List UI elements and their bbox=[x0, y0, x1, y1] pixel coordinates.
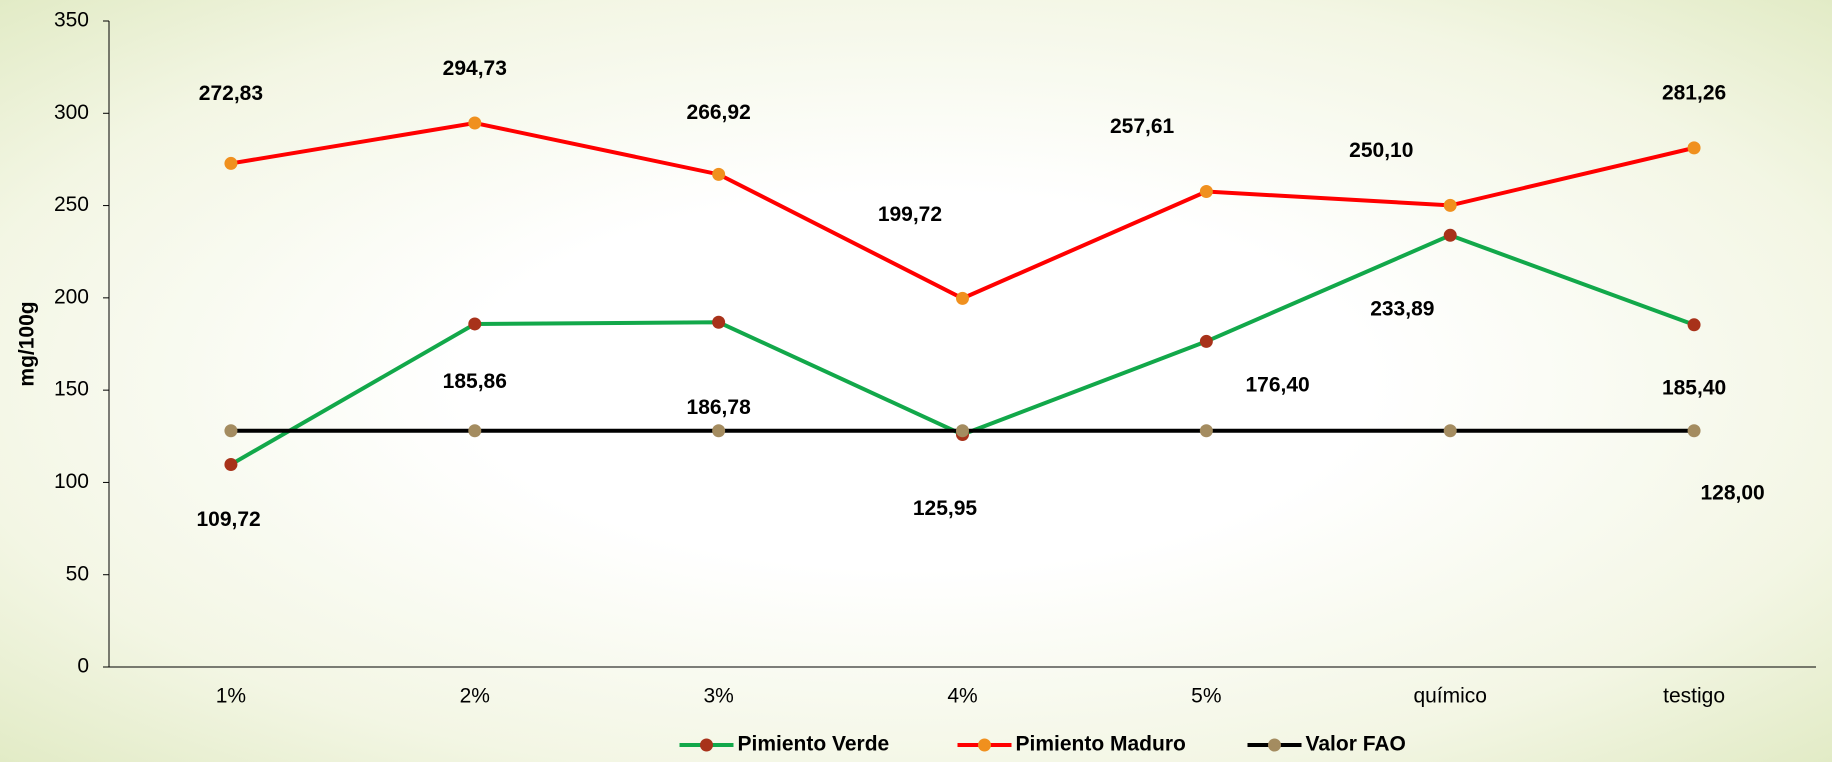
point bbox=[224, 457, 238, 471]
point bbox=[1443, 424, 1457, 438]
point bbox=[224, 156, 238, 170]
x-tick-label: 3% bbox=[703, 685, 733, 708]
point bbox=[468, 317, 482, 331]
point bbox=[1443, 228, 1457, 242]
point bbox=[224, 424, 238, 438]
legend-marker bbox=[700, 738, 713, 752]
y-tick-label: 150 bbox=[54, 378, 89, 401]
series-line bbox=[230, 120, 1695, 301]
point bbox=[1199, 185, 1213, 199]
x-tick-label: 5% bbox=[1191, 685, 1221, 708]
x-tick-label: 1% bbox=[216, 685, 246, 708]
data-label: 250,10 bbox=[1349, 139, 1413, 162]
data-label: 186,78 bbox=[687, 396, 752, 419]
y-axis-title: mg/100g bbox=[16, 301, 39, 386]
legend-label: Valor FAO bbox=[1306, 733, 1406, 756]
point bbox=[1199, 334, 1213, 348]
point bbox=[1687, 318, 1701, 332]
data-label: 199,72 bbox=[878, 203, 942, 226]
y-tick-label: 200 bbox=[54, 285, 89, 308]
data-label: 109,72 bbox=[196, 508, 260, 531]
data-label: 233,89 bbox=[1370, 298, 1434, 321]
point bbox=[468, 116, 482, 130]
point bbox=[1443, 198, 1457, 212]
y-tick-label: 350 bbox=[54, 9, 89, 32]
point bbox=[956, 291, 969, 305]
data-label: 176,40 bbox=[1245, 373, 1309, 396]
data-label: 294,73 bbox=[443, 57, 507, 80]
y-tick-label: 300 bbox=[54, 101, 89, 124]
x-tick-label: 2% bbox=[460, 685, 490, 708]
data-label: 125,95 bbox=[913, 497, 978, 520]
point bbox=[1687, 141, 1701, 155]
data-label: 272,83 bbox=[199, 82, 263, 105]
data-label: 257,61 bbox=[1110, 115, 1175, 138]
point bbox=[712, 167, 726, 181]
y-tick-label: 50 bbox=[66, 562, 89, 585]
point bbox=[712, 424, 726, 438]
point bbox=[712, 315, 726, 329]
y-tick-label: 250 bbox=[54, 193, 89, 216]
point bbox=[1199, 424, 1213, 438]
legend-label: Pimiento Verde bbox=[738, 733, 890, 756]
data-label: 281,26 bbox=[1662, 82, 1726, 105]
x-tick-label: testigo bbox=[1663, 685, 1725, 708]
point bbox=[956, 424, 969, 438]
point bbox=[1687, 424, 1701, 438]
point bbox=[468, 424, 482, 438]
legend-label: Pimiento Maduro bbox=[1016, 733, 1186, 756]
data-label: 128,00 bbox=[1700, 481, 1764, 504]
data-label: 185,86 bbox=[443, 370, 507, 393]
legend-marker bbox=[1268, 738, 1281, 752]
data-label: 266,92 bbox=[687, 101, 751, 124]
data-label: 185,40 bbox=[1662, 377, 1726, 400]
legend-marker bbox=[978, 738, 991, 752]
y-tick-label: 0 bbox=[77, 655, 89, 678]
x-tick-label: químico bbox=[1413, 685, 1487, 708]
x-tick-label: 4% bbox=[947, 685, 977, 708]
y-tick-label: 100 bbox=[54, 470, 89, 493]
